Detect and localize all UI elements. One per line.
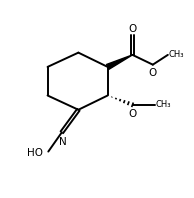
Text: HO: HO xyxy=(28,148,43,158)
Text: CH₃: CH₃ xyxy=(169,50,184,59)
Text: O: O xyxy=(149,69,157,78)
Text: N: N xyxy=(59,137,67,147)
Text: O: O xyxy=(128,24,137,33)
Text: CH₃: CH₃ xyxy=(156,100,171,109)
Polygon shape xyxy=(107,55,133,69)
Text: O: O xyxy=(128,109,137,119)
